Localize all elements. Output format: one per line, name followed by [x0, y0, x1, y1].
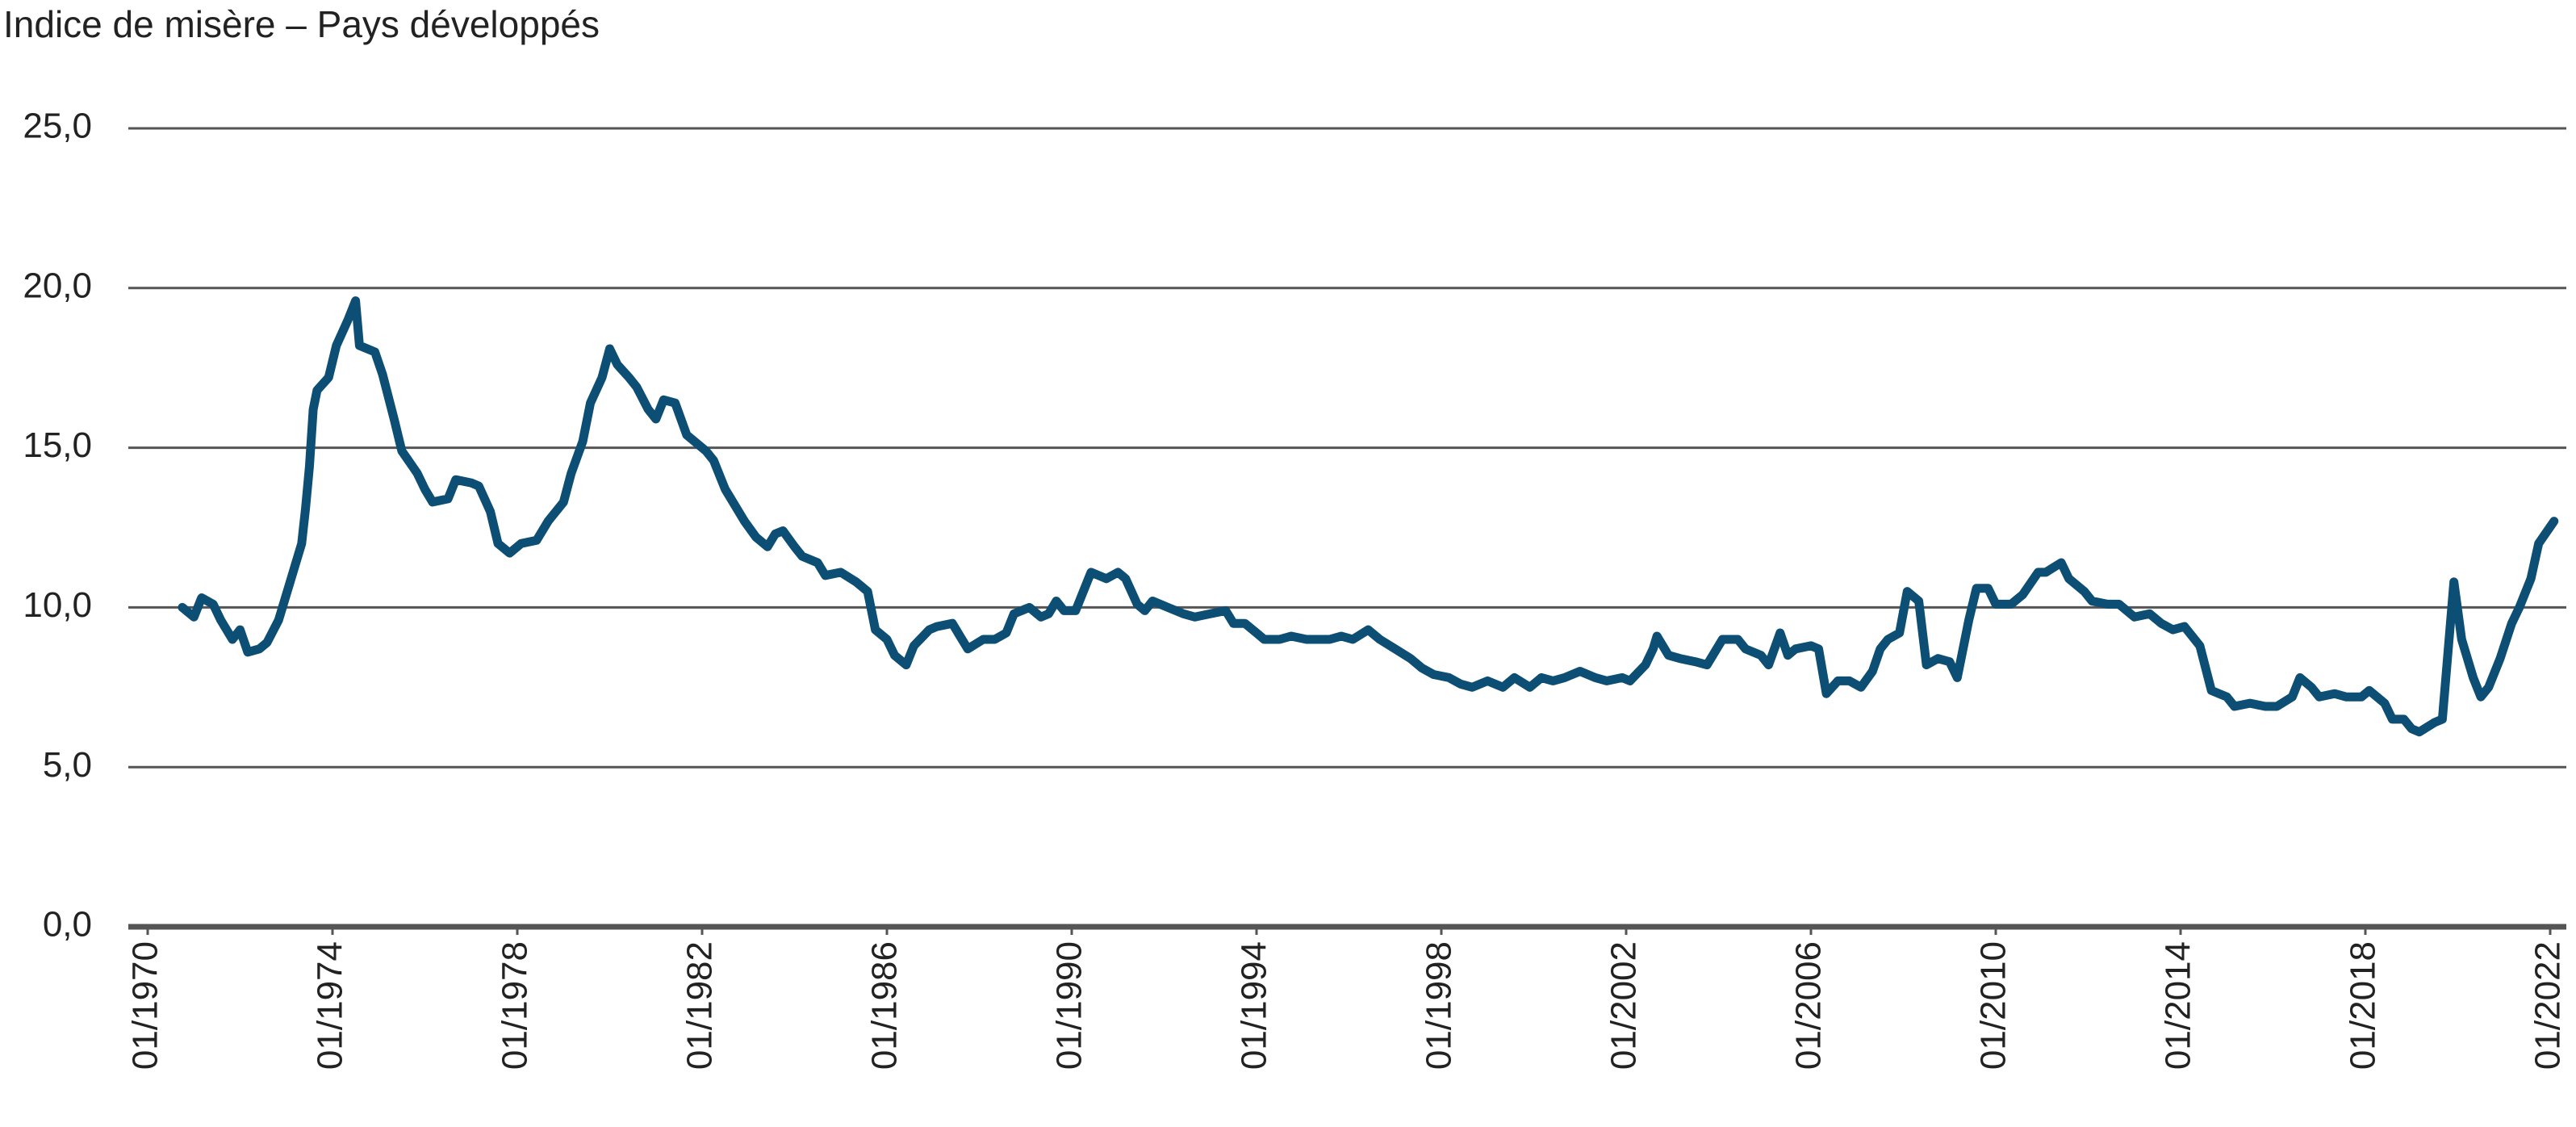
x-tick-label: 01/1982 [680, 941, 720, 1070]
y-tick-label: 25,0 [23, 107, 92, 146]
x-tick-label: 01/1970 [126, 941, 165, 1070]
y-tick-label: 20,0 [23, 266, 92, 305]
x-tick-label: 01/1994 [1235, 941, 1274, 1070]
chart-title: Indice de misère – Pays développés [3, 3, 600, 45]
x-tick-label: 01/1998 [1420, 941, 1459, 1070]
x-tick-label: 01/1990 [1050, 941, 1089, 1070]
x-tick-label: 01/1978 [496, 941, 535, 1070]
x-tick-label: 01/1974 [311, 941, 350, 1070]
x-tick-label: 01/1986 [865, 941, 905, 1070]
x-tick-label: 01/2006 [1789, 941, 1829, 1070]
x-tick-label: 01/2018 [2344, 941, 2383, 1070]
y-tick-label: 15,0 [23, 425, 92, 465]
y-tick-label: 0,0 [43, 905, 92, 945]
x-tick-label: 01/2022 [2528, 941, 2568, 1070]
data-line [178, 296, 2559, 737]
x-tick-label: 01/2010 [1974, 941, 2014, 1070]
y-tick-label: 10,0 [23, 585, 92, 625]
x-tick-label: 01/2002 [1604, 941, 1644, 1070]
x-tick-label: 01/2014 [2159, 941, 2198, 1070]
y-tick-label: 5,0 [43, 745, 92, 785]
